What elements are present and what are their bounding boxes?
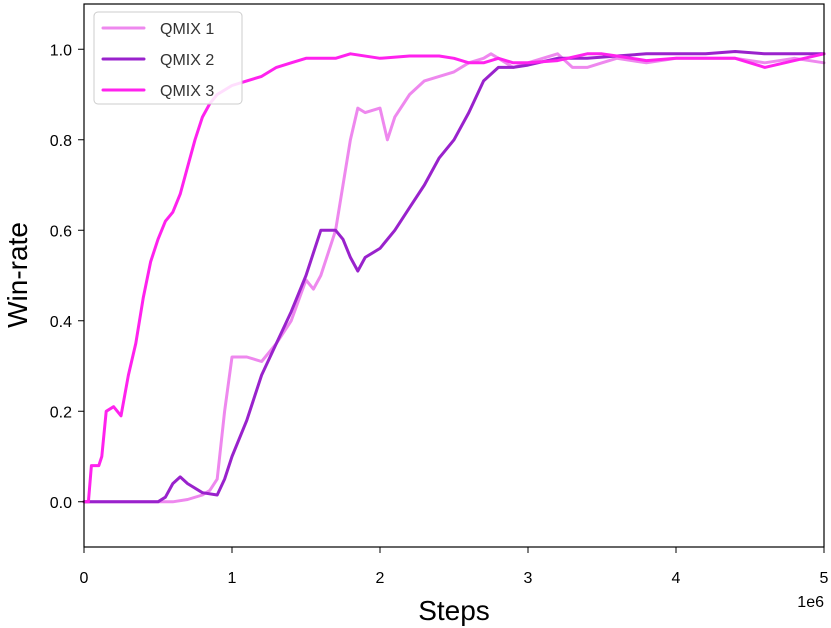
x-tick-label: 1	[228, 570, 237, 587]
series-line-qmix-3	[82, 52, 826, 504]
x-tick-label: 2	[376, 570, 385, 587]
x-tick-label: 4	[672, 570, 681, 587]
x-axis: 0 1 2 3 4 5	[80, 547, 829, 587]
y-tick-label: 0.0	[50, 495, 72, 512]
x-tick-label: 3	[524, 570, 533, 587]
y-tick-label: 1.0	[50, 42, 72, 59]
series-line-qmix-1	[82, 52, 826, 504]
x-tick-label: 5	[820, 570, 829, 587]
y-tick-label: 0.6	[50, 223, 72, 240]
y-axis-title: Win-rate	[2, 222, 33, 328]
y-axis: 0.0 0.2 0.4 0.6 0.8 1.0	[50, 42, 84, 512]
legend-label: QMIX 1	[160, 21, 214, 38]
legend-label: QMIX 2	[160, 52, 214, 69]
x-axis-title: Steps	[418, 595, 490, 626]
y-tick-label: 0.8	[50, 133, 72, 150]
legend-box	[93, 11, 243, 105]
plot-frame	[83, 3, 825, 548]
y-tick-label: 0.2	[50, 404, 72, 421]
legend: QMIX 1 QMIX 2 QMIX 3	[93, 11, 243, 105]
x-axis-multiplier: 1e6	[797, 594, 824, 611]
y-tick-label: 0.4	[50, 314, 72, 331]
legend-label: QMIX 3	[160, 83, 214, 100]
x-tick-label: 0	[80, 570, 89, 587]
series-layer	[82, 50, 826, 504]
